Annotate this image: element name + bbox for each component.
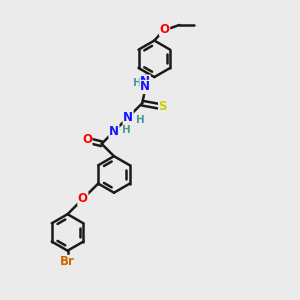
Text: S: S [159,100,167,112]
Text: Br: Br [60,255,75,268]
Text: N: N [123,111,133,124]
Text: N: N [109,125,119,138]
Text: N: N [140,75,150,88]
Text: N: N [140,80,150,94]
Text: O: O [82,133,92,146]
Text: O: O [160,23,170,36]
Text: H: H [122,125,131,135]
Text: O: O [78,192,88,206]
Text: H: H [136,115,145,125]
Text: H: H [134,79,142,88]
